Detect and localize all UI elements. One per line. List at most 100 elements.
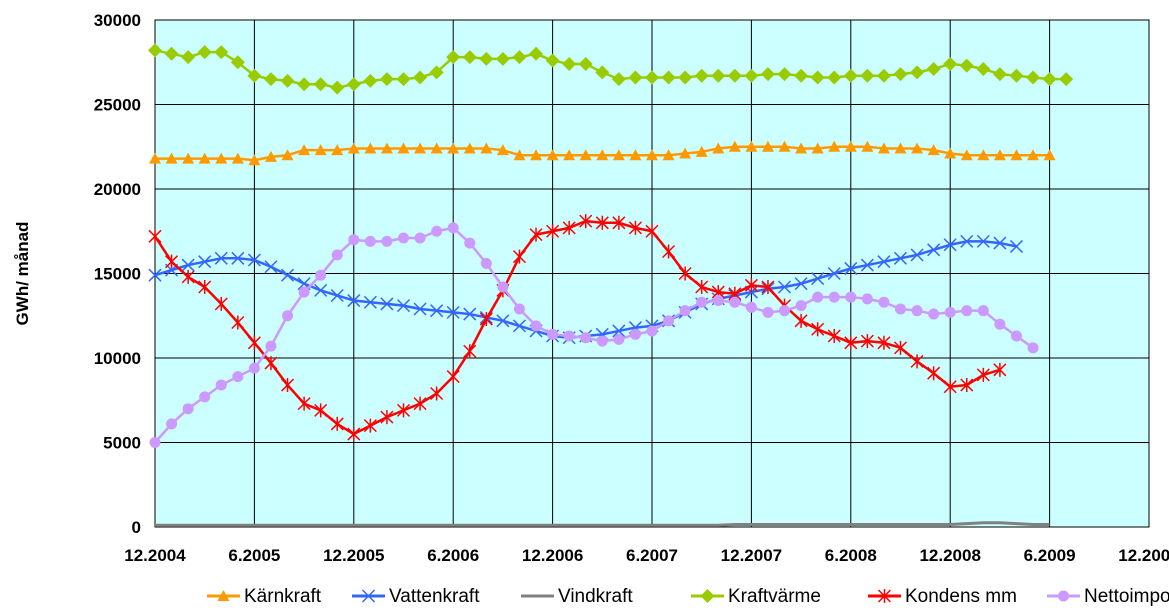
data-point — [263, 72, 278, 87]
data-point — [446, 305, 460, 319]
data-point — [546, 149, 559, 161]
data-point — [447, 142, 460, 154]
data-point — [927, 366, 941, 381]
data-point — [828, 140, 841, 152]
data-point — [281, 378, 295, 393]
data-point — [198, 152, 211, 164]
data-point — [943, 56, 958, 71]
data-point — [280, 73, 295, 88]
data-point — [562, 220, 576, 235]
y-tick-label: 20000 — [94, 180, 141, 199]
data-point — [827, 70, 842, 85]
data-point — [398, 232, 409, 244]
data-point — [496, 144, 509, 156]
data-point — [845, 291, 857, 303]
data-point — [497, 281, 509, 293]
legend-label: Nettoimport — [1084, 586, 1169, 607]
series-Kärnkraft — [149, 140, 1056, 166]
data-point — [347, 427, 361, 442]
data-point — [860, 68, 875, 83]
x-tick-label: 6.2006 — [427, 546, 479, 565]
series-line — [155, 521, 1050, 527]
data-point — [760, 67, 775, 82]
data-point — [943, 379, 957, 394]
data-point — [281, 268, 295, 282]
data-point — [944, 147, 957, 159]
data-point — [744, 278, 758, 293]
data-point — [414, 142, 427, 154]
data-point — [361, 589, 376, 603]
data-point — [315, 269, 327, 281]
data-point — [977, 305, 989, 317]
data-point — [1059, 72, 1074, 87]
data-point — [994, 318, 1006, 330]
data-point — [960, 149, 973, 161]
data-point — [1027, 342, 1039, 354]
data-point — [844, 261, 858, 275]
legend-item: Vindkraft — [521, 586, 633, 607]
y-tick-label: 5000 — [103, 434, 141, 453]
data-point — [181, 258, 195, 272]
data-point — [745, 301, 757, 313]
data-point — [297, 396, 311, 411]
data-point — [164, 46, 179, 61]
data-point — [762, 306, 774, 318]
data-point — [700, 589, 715, 603]
data-point — [861, 293, 873, 305]
data-point — [645, 70, 659, 85]
data-point — [431, 225, 443, 237]
data-point — [413, 396, 427, 411]
data-point — [231, 152, 244, 164]
data-point — [878, 296, 890, 308]
data-point — [679, 147, 692, 159]
data-point — [612, 324, 626, 338]
data-point — [612, 215, 626, 230]
data-point — [298, 144, 311, 156]
data-point — [893, 251, 908, 265]
data-point — [663, 315, 675, 327]
data-point — [314, 403, 328, 418]
data-point — [182, 152, 195, 164]
data-point — [1058, 590, 1069, 602]
data-point — [380, 297, 394, 311]
data-point — [696, 296, 708, 308]
data-point — [844, 335, 858, 350]
data-point — [745, 140, 758, 152]
data-point — [512, 50, 527, 65]
y-tick-label: 25000 — [94, 96, 141, 115]
data-point — [215, 379, 227, 391]
data-point — [231, 315, 245, 330]
data-point — [181, 269, 195, 284]
data-point — [893, 340, 908, 355]
data-point — [977, 149, 990, 161]
data-point — [529, 46, 544, 61]
data-point — [910, 65, 925, 80]
data-point — [462, 50, 477, 65]
data-point — [214, 251, 228, 265]
x-tick-label: 12.2005 — [323, 546, 384, 565]
data-point — [513, 149, 526, 161]
data-point — [446, 50, 461, 65]
series-layer — [148, 43, 1074, 527]
data-point — [662, 149, 675, 161]
data-point — [629, 149, 642, 161]
data-point — [828, 291, 840, 303]
data-point — [348, 234, 360, 246]
data-point — [214, 45, 229, 60]
data-point — [1027, 149, 1040, 161]
data-point — [197, 45, 212, 60]
data-point — [346, 77, 361, 92]
y-axis-label: GWh/ månad — [13, 222, 32, 326]
data-point — [944, 306, 956, 318]
data-point — [1043, 149, 1056, 161]
data-point — [812, 291, 824, 303]
data-point — [563, 149, 576, 161]
x-tick-label: 12.2009 — [1118, 546, 1169, 565]
data-point — [396, 403, 411, 418]
legend-item: Vattenkraft — [352, 586, 480, 607]
data-point — [396, 299, 411, 313]
data-point — [297, 77, 312, 92]
data-point — [480, 257, 492, 269]
data-point — [247, 68, 262, 83]
